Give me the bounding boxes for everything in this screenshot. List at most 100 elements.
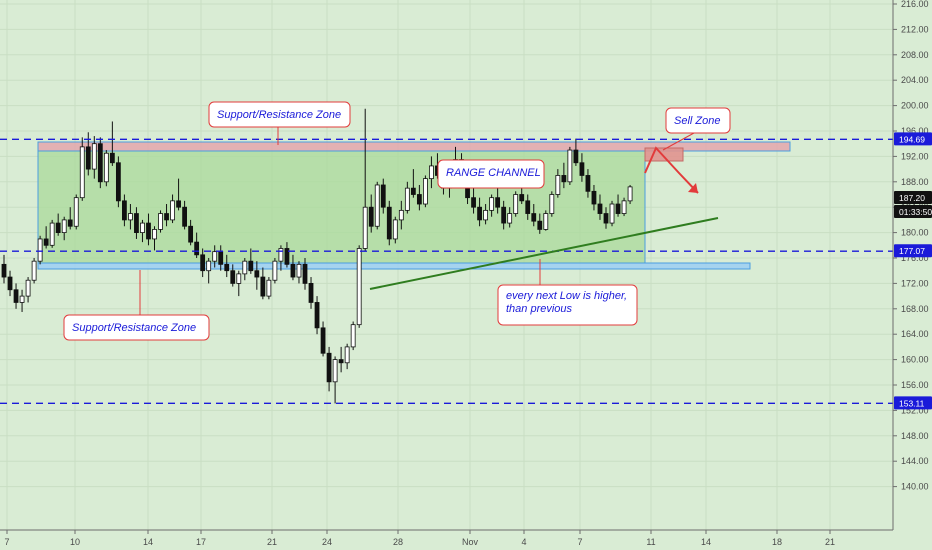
candle-body <box>37 238 43 262</box>
x-tick-label: 10 <box>70 537 80 547</box>
y-tick-label: 164.00 <box>901 329 929 339</box>
support-zone-note-box <box>63 314 210 341</box>
candle-body <box>344 346 350 364</box>
candle-body <box>519 194 525 202</box>
countdown-tag <box>894 205 932 218</box>
candle-body <box>134 213 139 234</box>
candle-body <box>1 263 7 278</box>
y-tick-label: 180.00 <box>901 228 929 238</box>
candle-body <box>19 295 25 303</box>
candle-body <box>170 200 175 221</box>
x-tick-label: 11 <box>646 537 655 547</box>
support-zone-band <box>37 262 751 270</box>
candle-body <box>194 241 200 256</box>
candle-body <box>236 273 242 284</box>
candle-body <box>188 225 194 243</box>
x-tick-label: 14 <box>701 537 711 547</box>
candle-body <box>308 282 314 303</box>
candle-body <box>561 175 567 183</box>
candle-body <box>404 187 410 211</box>
candle-body <box>7 276 13 291</box>
candle-body <box>91 143 97 170</box>
candle-body <box>356 248 362 326</box>
candle-body <box>176 200 181 208</box>
higher-lows-note-box <box>497 284 638 326</box>
candle-body <box>603 213 609 224</box>
candle-body <box>314 302 320 329</box>
candle-body <box>380 184 386 208</box>
candle-body <box>73 197 79 227</box>
candle-body <box>350 324 356 348</box>
candle-body <box>212 251 218 262</box>
low-price-tag <box>894 396 932 410</box>
higher-lows-note-line: every next Low is higher, <box>506 290 627 302</box>
candle-body <box>296 263 302 278</box>
candle-body <box>543 213 549 230</box>
last-price-tag <box>894 191 932 204</box>
projection-arrowhead <box>688 183 698 193</box>
candle-body <box>79 146 85 199</box>
candle-body <box>320 327 326 354</box>
candle-body <box>200 254 206 272</box>
candle-body <box>549 194 555 214</box>
candle-body <box>567 149 573 183</box>
candle-body <box>513 194 519 214</box>
candle-body <box>224 263 230 272</box>
ascending-trendline <box>369 217 719 290</box>
y-tick-label: 204.00 <box>901 75 929 85</box>
candle-body <box>362 206 368 249</box>
candle-body <box>97 143 103 183</box>
candle-body <box>164 213 169 221</box>
last-price-tag-label: 187.20 <box>899 193 925 203</box>
candle-body <box>254 270 260 278</box>
y-tick-label: 192.00 <box>901 151 929 161</box>
y-tick-label: 216.00 <box>901 0 929 9</box>
y-tick-label: 156.00 <box>901 380 929 390</box>
y-tick-label: 208.00 <box>901 50 929 60</box>
resistance-zone-note-box <box>208 101 351 128</box>
x-tick-label: 18 <box>772 537 782 547</box>
candle-body <box>182 206 188 227</box>
candle-body <box>374 184 380 227</box>
candle-body <box>483 209 489 221</box>
candle-body <box>338 359 344 364</box>
candle-body <box>591 190 597 205</box>
candle-body <box>537 220 543 230</box>
candle-body <box>248 260 254 272</box>
countdown-tag-label: 01:33:50 <box>899 207 932 217</box>
y-tick-label: 144.00 <box>901 456 929 466</box>
candle-body <box>579 162 585 176</box>
higher-lows-note-line: than previous <box>506 303 573 315</box>
candle-body <box>368 206 374 227</box>
candle-body <box>332 359 338 383</box>
candle-body <box>278 248 284 262</box>
range-channel-note-line: RANGE CHANNEL <box>446 167 541 179</box>
candle-body <box>55 222 61 233</box>
y-tick-label: 196.00 <box>901 126 929 136</box>
candle-body <box>85 146 91 170</box>
x-tick-label: 21 <box>267 537 277 547</box>
candle-body <box>146 222 151 240</box>
candle-body <box>302 263 308 284</box>
resistance-zone-note-line: Support/Resistance Zone <box>217 109 341 121</box>
x-tick-label: 14 <box>143 537 153 547</box>
candle-body <box>158 213 163 230</box>
x-tick-label: Nov <box>462 537 479 547</box>
candle-body <box>242 260 248 275</box>
x-tick-label: 7 <box>4 537 9 547</box>
candle-body <box>284 248 290 265</box>
candle-body <box>585 175 591 192</box>
candle-body <box>218 251 224 265</box>
candle-body <box>531 213 537 222</box>
candle-body <box>13 289 19 303</box>
candle-body <box>615 203 621 214</box>
range-channel-note-box <box>437 159 545 189</box>
x-tick-label: 28 <box>393 537 403 547</box>
candle-body <box>627 186 633 202</box>
y-tick-label: 172.00 <box>901 278 929 288</box>
candle-body <box>122 200 127 221</box>
higher-lows-note-text: every next Low is higher, than previous <box>506 290 627 315</box>
candle-body <box>25 279 31 297</box>
